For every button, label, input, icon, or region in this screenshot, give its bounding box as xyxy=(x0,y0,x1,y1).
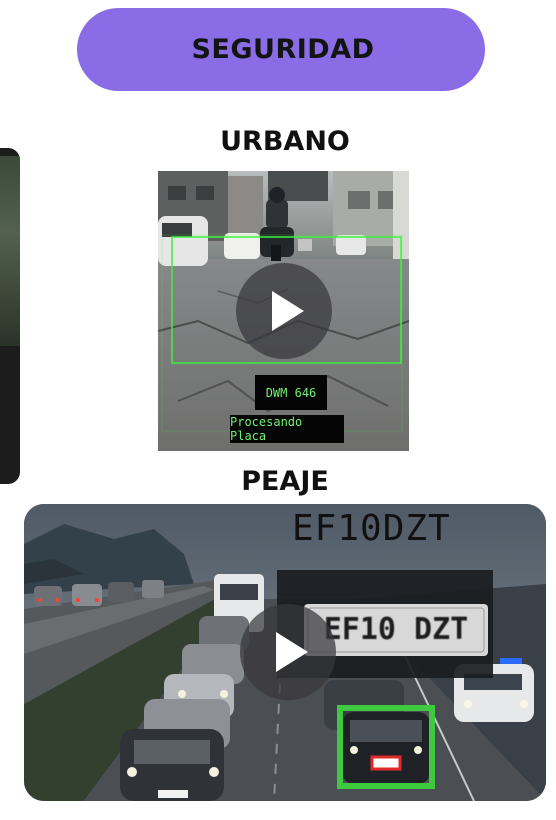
peaje-plate-crop: EF10 DZT xyxy=(323,612,469,647)
peaje-video[interactable]: EF10DZT EF10 DZT xyxy=(24,504,546,801)
seguridad-header[interactable]: SEGURIDAD xyxy=(77,8,485,91)
peaje-heading: PEAJE xyxy=(241,466,329,497)
peaje-plate-readout: EF10DZT xyxy=(292,508,451,549)
peaje-play-button[interactable] xyxy=(240,604,336,700)
seguridad-title: SEGURIDAD xyxy=(191,34,375,65)
urbano-video[interactable]: DWM 646 Procesando Placa xyxy=(158,171,409,451)
previous-video-caption xyxy=(2,353,12,473)
peaje-video-frame xyxy=(24,504,546,801)
previous-video-card[interactable] xyxy=(0,148,20,484)
previous-video-thumbnail xyxy=(0,156,20,346)
urbano-plate-label: DWM 646 xyxy=(255,375,327,410)
urbano-video-frame xyxy=(158,171,409,451)
urbano-heading: URBANO xyxy=(220,126,350,157)
urbano-status-label: Procesando Placa xyxy=(230,415,344,443)
urbano-play-button[interactable] xyxy=(236,263,332,359)
